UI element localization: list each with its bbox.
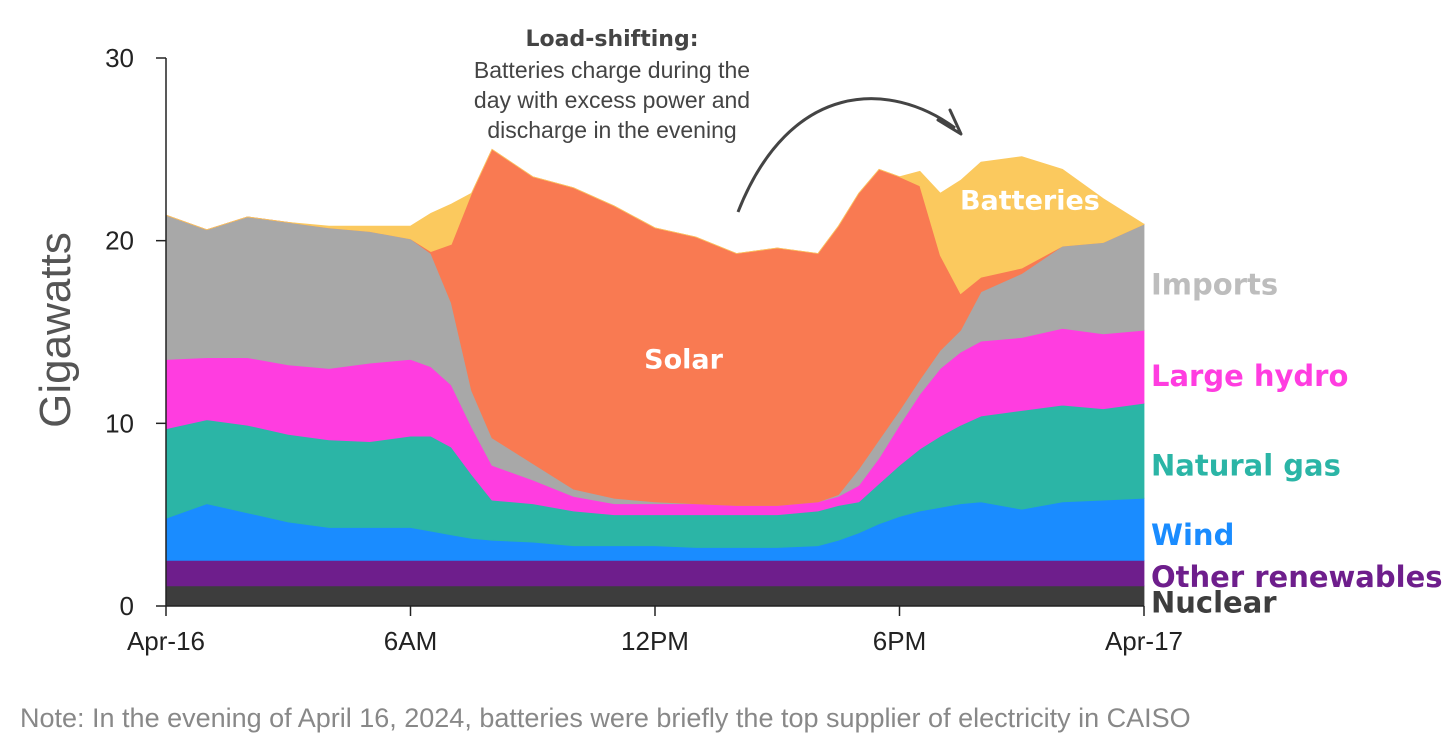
y-tick-label: 0 <box>120 591 134 621</box>
y-tick-label: 20 <box>105 226 134 256</box>
area-batteries <box>165 148 1145 295</box>
y-tick-label: 10 <box>105 408 134 438</box>
area-labels: Solar Batteries <box>644 185 1100 375</box>
legend-label-nuclear: Nuclear <box>1151 585 1277 619</box>
annotation-line-2: day with excess power and <box>474 87 750 113</box>
annotation-arrow <box>736 97 956 213</box>
x-tick-label: Apr-16 <box>127 626 205 656</box>
y-ticks: 0 10 20 30 <box>105 43 166 621</box>
annotation-title: Load-shifting: <box>526 27 699 52</box>
area-label-solar: Solar <box>644 344 723 375</box>
annotation: Load-shifting: Batteries charge during t… <box>474 27 963 213</box>
x-tick-label: 6AM <box>384 626 437 656</box>
area-layers <box>165 148 1145 607</box>
area-other-renewables <box>165 559 1145 587</box>
legend-label-large-hydro: Large hydro <box>1151 359 1348 393</box>
area-nuclear <box>165 585 1145 607</box>
annotation-arrowhead <box>936 108 963 136</box>
legend: Imports Large hydro Natural gas Wind Other r… <box>1151 268 1443 620</box>
footnote: Note: In the evening of April 16, 2024, … <box>20 703 1191 733</box>
x-tick-label: 12PM <box>621 626 689 656</box>
x-tick-label: 6PM <box>873 626 926 656</box>
legend-label-imports: Imports <box>1151 268 1278 302</box>
x-ticks: Apr-16 6AM 12PM 6PM Apr-17 <box>127 606 1183 656</box>
legend-label-natural-gas: Natural gas <box>1151 448 1341 482</box>
area-label-batteries: Batteries <box>960 185 1100 216</box>
annotation-line-3: discharge in the evening <box>487 117 736 143</box>
legend-label-other-renewables: Other renewables <box>1151 560 1443 594</box>
x-tick-label: Apr-17 <box>1105 626 1183 656</box>
annotation-line-1: Batteries charge during the <box>474 57 750 83</box>
legend-label-wind: Wind <box>1151 518 1234 552</box>
y-tick-label: 30 <box>105 43 134 73</box>
y-axis-label: Gigawatts <box>31 232 80 428</box>
